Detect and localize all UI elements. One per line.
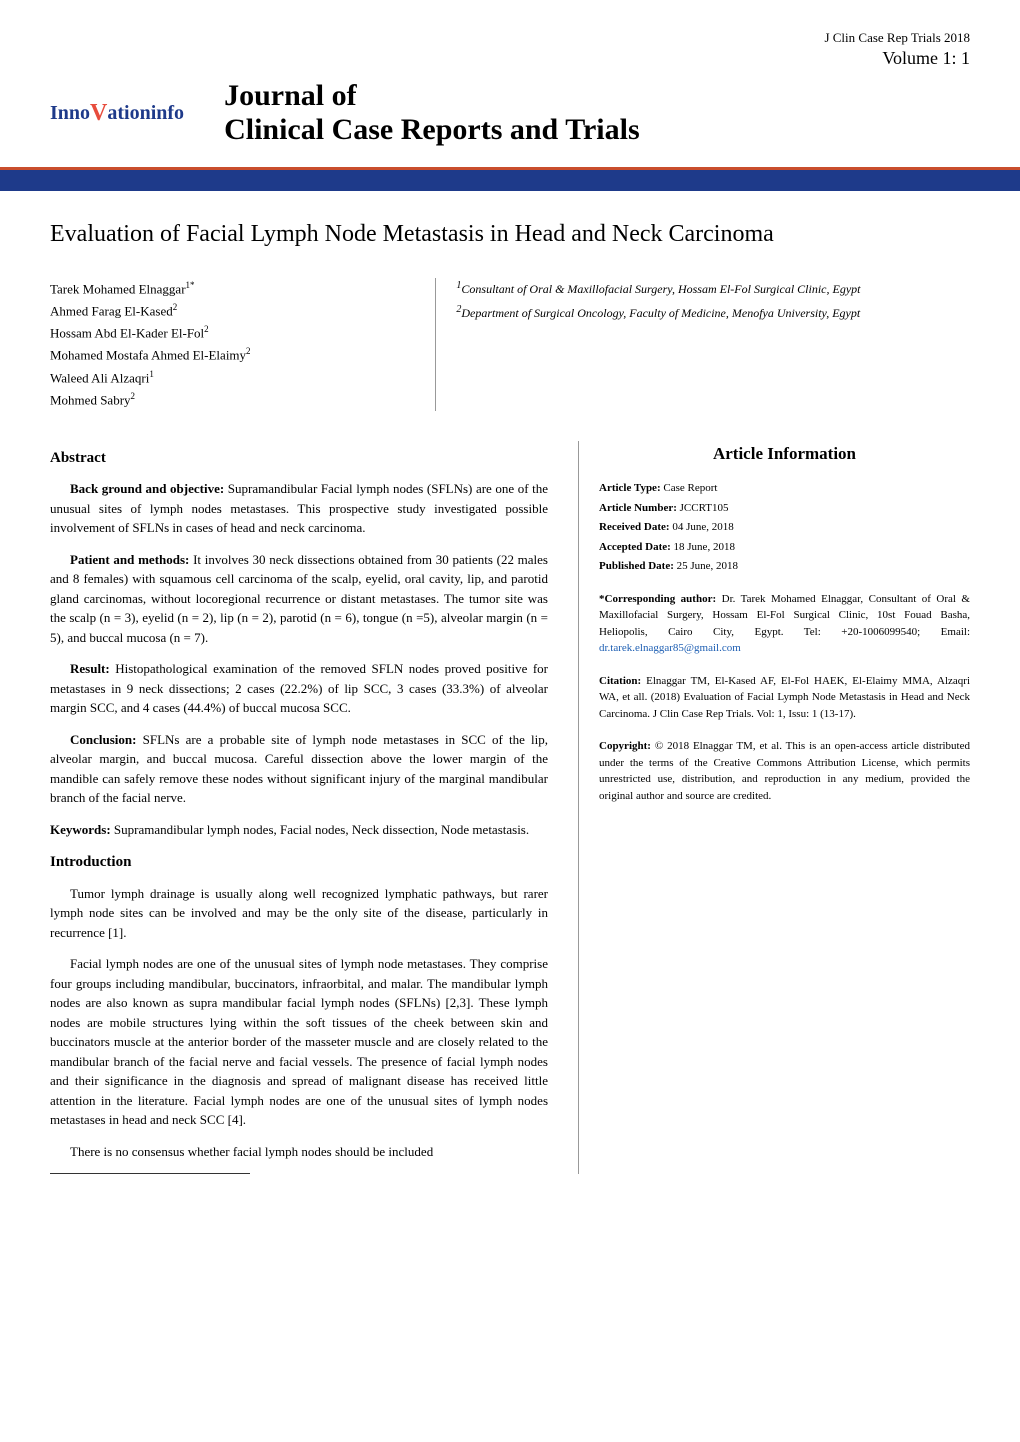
author-item: Tarek Mohamed Elnaggar1*	[50, 278, 415, 300]
article-meta-block: Article Type: Case Report Article Number…	[599, 480, 970, 575]
article-info-heading: Article Information	[599, 441, 970, 467]
journal-meta-text: J Clin Case Rep Trials 2018	[50, 30, 970, 46]
main-content: Abstract Back ground and objective: Supr…	[0, 441, 1020, 1215]
authors-list: Tarek Mohamed Elnaggar1* Ahmed Farag El-…	[50, 278, 436, 411]
abstract-heading: Abstract	[50, 447, 548, 470]
copyright: Copyright: © 2018 Elnaggar TM, et al. Th…	[599, 738, 970, 804]
right-column: Article Information Article Type: Case R…	[578, 441, 970, 1175]
abstract-conclusion: Conclusion: SFLNs are a probable site of…	[50, 730, 548, 808]
affiliation-item: 1Consultant of Oral & Maxillofacial Surg…	[456, 278, 970, 298]
author-item: Waleed Ali Alzaqri1	[50, 367, 415, 389]
divider-bar	[0, 167, 1020, 191]
received-date: Received Date: 04 June, 2018	[599, 519, 970, 536]
introduction-heading: Introduction	[50, 851, 548, 874]
volume-text: Volume 1: 1	[50, 48, 970, 69]
article-title: Evaluation of Facial Lymph Node Metastas…	[0, 191, 1020, 268]
abstract-patient: Patient and methods: It involves 30 neck…	[50, 550, 548, 648]
logo-inno: Inno	[50, 102, 90, 125]
footnote-divider	[50, 1173, 250, 1174]
email-link[interactable]: dr.tarek.elnaggar85@gmail.com	[599, 642, 741, 654]
masthead: InnoVationinfo Journal of Clinical Case …	[0, 79, 1020, 167]
intro-p3: There is no consensus whether facial lym…	[50, 1142, 548, 1162]
abstract-background: Back ground and objective: Supramandibul…	[50, 479, 548, 538]
published-date: Published Date: 25 June, 2018	[599, 558, 970, 575]
journal-title-line2: Clinical Case Reports and Trials	[224, 113, 640, 147]
article-number: Article Number: JCCRT105	[599, 500, 970, 517]
journal-title: Journal of Clinical Case Reports and Tri…	[224, 79, 640, 147]
header-meta: J Clin Case Rep Trials 2018 Volume 1: 1	[0, 0, 1020, 79]
keywords: Keywords: Supramandibular lymph nodes, F…	[50, 820, 548, 840]
citation: Citation: Elnaggar TM, El-Kased AF, El-F…	[599, 673, 970, 723]
accepted-date: Accepted Date: 18 June, 2018	[599, 539, 970, 556]
left-column: Abstract Back ground and objective: Supr…	[50, 441, 548, 1175]
abstract-result: Result: Histopathological examination of…	[50, 659, 548, 718]
author-item: Mohamed Mostafa Ahmed El-Elaimy2	[50, 344, 415, 366]
affiliations: 1Consultant of Oral & Maxillofacial Surg…	[436, 278, 970, 411]
author-item: Hossam Abd El-Kader El-Fol2	[50, 322, 415, 344]
journal-title-line1: Journal of	[224, 79, 640, 113]
author-item: Ahmed Farag El-Kased2	[50, 300, 415, 322]
corresponding-author: *Corresponding author: Dr. Tarek Mohamed…	[599, 591, 970, 657]
author-item: Mohmed Sabry2	[50, 389, 415, 411]
affiliation-item: 2Department of Surgical Oncology, Facult…	[456, 302, 970, 322]
article-type: Article Type: Case Report	[599, 480, 970, 497]
logo-v-icon: V	[90, 100, 107, 127]
publisher-logo: InnoVationinfo	[50, 100, 184, 127]
authors-block: Tarek Mohamed Elnaggar1* Ahmed Farag El-…	[0, 268, 1020, 441]
logo-ationinfo: ationinfo	[107, 102, 184, 125]
intro-p1: Tumor lymph drainage is usually along we…	[50, 884, 548, 943]
intro-p2: Facial lymph nodes are one of the unusua…	[50, 954, 548, 1130]
